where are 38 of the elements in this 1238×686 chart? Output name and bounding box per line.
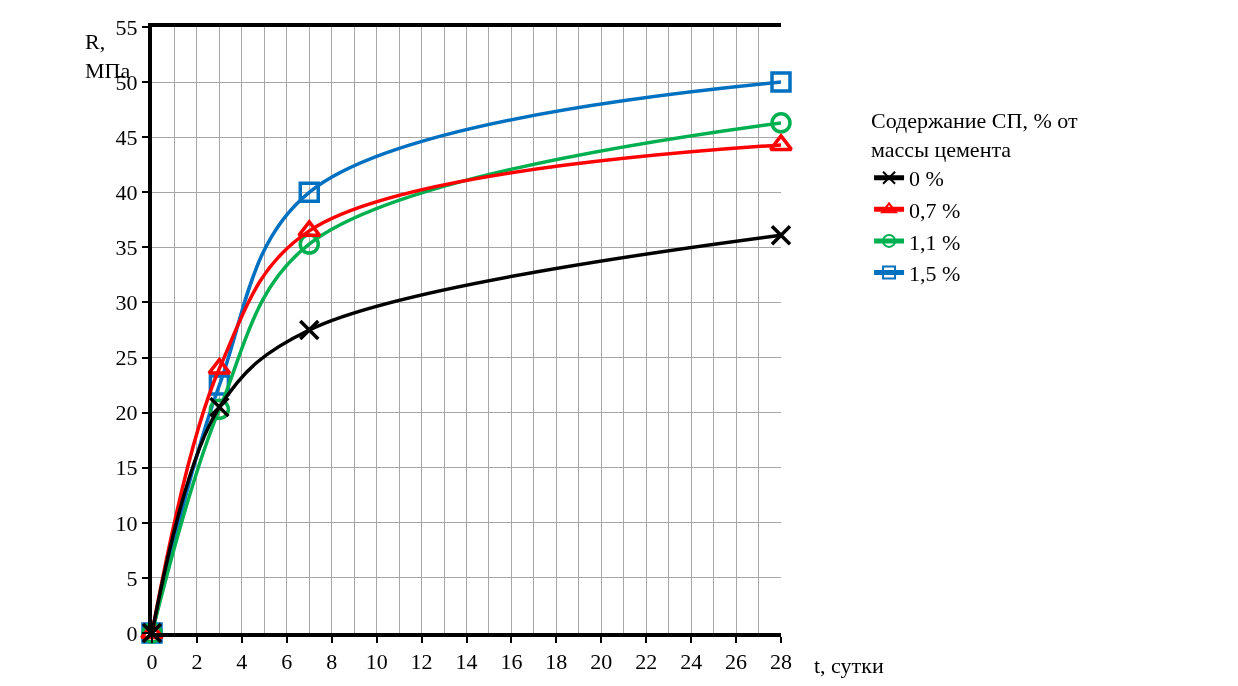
x-tick-label: 18 <box>545 649 568 675</box>
y-tick-label: 0 <box>126 620 138 646</box>
x-tick-label: 8 <box>326 649 338 675</box>
y-tick-label: 10 <box>115 510 138 536</box>
x-tick-label: 4 <box>236 649 248 675</box>
x-tick-label: 20 <box>590 649 613 675</box>
y-tick-label: 15 <box>115 455 138 481</box>
point <box>770 112 792 134</box>
y-tick-label: 35 <box>115 235 138 261</box>
y-tick-label: 30 <box>115 290 138 316</box>
point <box>297 220 322 238</box>
x-tick-label: 28 <box>770 649 792 675</box>
point <box>298 181 320 204</box>
x-axis-title: t, сутки <box>814 653 884 678</box>
y-tick-label: 40 <box>115 179 138 205</box>
x-tick-label: 14 <box>455 649 478 675</box>
x-tick-label: 10 <box>365 649 388 675</box>
point <box>770 224 792 246</box>
y-tick-label: 45 <box>115 124 138 150</box>
x-tick-label: 16 <box>500 649 523 675</box>
point <box>298 319 320 341</box>
x-tick-label: 0 <box>146 649 158 675</box>
legend-title: Содержание СП, % от массы цемента <box>871 108 1078 162</box>
legend-label: 0 % <box>909 166 944 192</box>
y-tick-label: 5 <box>126 565 138 591</box>
x-tick-label: 6 <box>281 649 293 675</box>
x-tick-label: 22 <box>635 649 658 675</box>
legend-label: 1,1 % <box>909 229 961 255</box>
x-tick-label: 2 <box>191 649 203 675</box>
legend-label: 1,5 % <box>909 261 961 287</box>
x-tick-label: 26 <box>725 649 748 675</box>
legend-label: 0,7 % <box>909 197 961 223</box>
x-tick-label: 24 <box>680 649 703 675</box>
y-tick-label: 20 <box>115 400 138 426</box>
y-tick-label: 55 <box>115 14 138 40</box>
y-tick-label: 25 <box>115 345 138 371</box>
point <box>770 71 792 93</box>
x-tick-label: 12 <box>410 649 433 675</box>
